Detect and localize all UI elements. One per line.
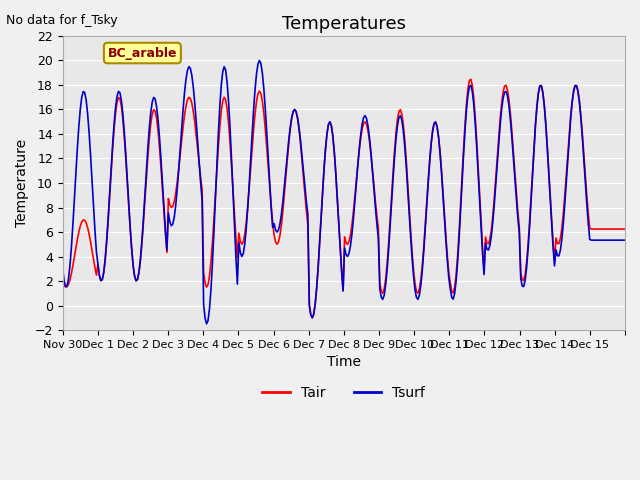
Legend: Tair, Tsurf: Tair, Tsurf bbox=[257, 380, 431, 406]
Y-axis label: Temperature: Temperature bbox=[15, 139, 29, 227]
Title: Temperatures: Temperatures bbox=[282, 15, 406, 33]
X-axis label: Time: Time bbox=[327, 355, 361, 369]
Text: BC_arable: BC_arable bbox=[108, 47, 177, 60]
Text: No data for f_Tsky: No data for f_Tsky bbox=[6, 14, 118, 27]
